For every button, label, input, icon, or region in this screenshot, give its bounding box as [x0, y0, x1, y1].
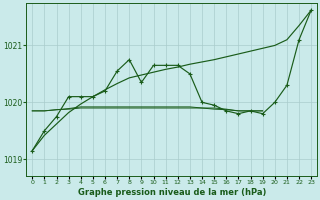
X-axis label: Graphe pression niveau de la mer (hPa): Graphe pression niveau de la mer (hPa)	[77, 188, 266, 197]
